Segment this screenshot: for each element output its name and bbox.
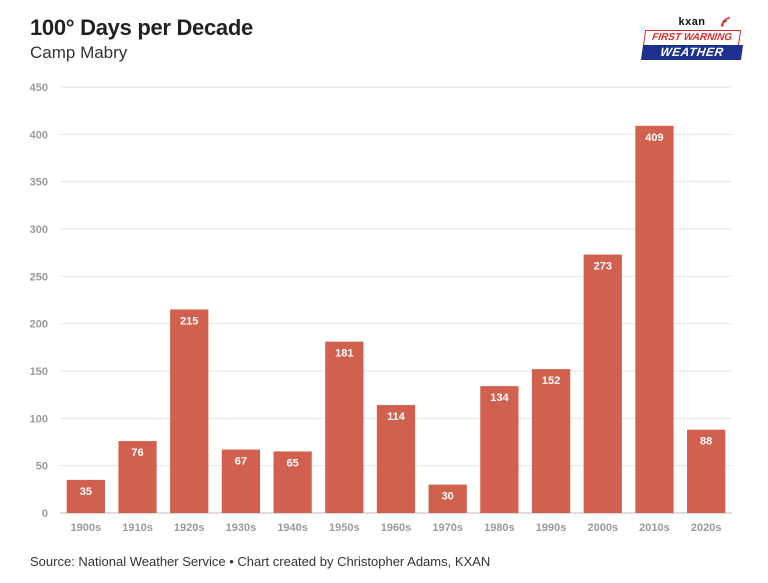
data-label-1900s: 35 <box>80 486 92 498</box>
bar-2010s <box>635 125 674 514</box>
bar-2000s <box>583 254 622 513</box>
x-tick-label-1980s: 1980s <box>484 522 515 534</box>
x-tick-label-1970s: 1970s <box>432 522 463 534</box>
bar-1990s <box>531 369 571 513</box>
data-label-2010s: 409 <box>645 132 663 144</box>
bar-2020s <box>687 429 726 513</box>
chart-subtitle: Camp Mabry <box>30 43 128 62</box>
data-label-2020s: 88 <box>700 436 712 448</box>
x-axis-ticks: 1900s 1910s 1920s 1930s 1940s 1950s 1960s 1970s… <box>71 522 722 534</box>
x-tick-label-1940s: 1940s <box>277 522 308 534</box>
data-label-2000s: 273 <box>594 261 612 273</box>
chart-title: 100° Days per Decade <box>30 15 253 40</box>
data-label-1970s: 30 <box>442 491 454 503</box>
x-tick-label-1920s: 1920s <box>174 522 205 534</box>
source-note: Source: National Weather Service • Chart… <box>30 554 491 569</box>
bar-chart: 0 50 100 150 200 250 300 350 400 450 35 76 215 67 65 1… <box>30 82 732 534</box>
broadcast-wave-icon <box>721 17 731 27</box>
data-label-1930s: 67 <box>235 456 247 468</box>
y-tick-label: 0 <box>42 508 48 520</box>
bars <box>66 125 726 514</box>
data-label-1940s: 65 <box>286 457 298 469</box>
data-labels: 35 76 215 67 65 181 114 30 134 152 273 409 88 <box>80 132 713 503</box>
y-tick-label: 200 <box>30 319 48 331</box>
y-tick-label: 450 <box>30 82 48 94</box>
x-tick-label-1910s: 1910s <box>122 522 153 534</box>
x-tick-label-1990s: 1990s <box>536 522 567 534</box>
x-tick-label-2010s: 2010s <box>639 522 670 534</box>
y-tick-label: 50 <box>36 461 48 473</box>
bar-1970s <box>428 484 467 513</box>
bar-1920s <box>170 309 209 513</box>
x-tick-label-2020s: 2020s <box>691 522 722 534</box>
x-tick-label-1930s: 1930s <box>226 522 257 534</box>
bar-1960s <box>376 405 416 513</box>
bar-1930s <box>221 449 261 513</box>
bar-1940s <box>273 451 312 513</box>
kxan-first-warning-weather-logo: kxan FIRST WARNING WEATHER <box>640 16 744 62</box>
data-label-1980s: 134 <box>490 392 509 404</box>
y-tick-label: 100 <box>30 413 48 425</box>
data-label-1960s: 114 <box>387 411 406 423</box>
data-label-1920s: 215 <box>180 315 198 327</box>
y-tick-label: 350 <box>30 177 48 189</box>
x-tick-label-1950s: 1950s <box>329 522 360 534</box>
y-tick-label: 400 <box>30 129 48 141</box>
data-label-1990s: 152 <box>542 375 560 387</box>
bar-1950s <box>325 341 364 513</box>
y-tick-label: 150 <box>30 366 48 378</box>
x-tick-label-1900s: 1900s <box>71 522 102 534</box>
y-tick-label: 250 <box>30 271 48 283</box>
y-tick-label: 300 <box>30 224 48 236</box>
y-axis-ticks: 0 50 100 150 200 250 300 350 400 450 <box>30 82 48 520</box>
bar-1900s <box>66 479 105 513</box>
logo-brand: kxan <box>678 16 706 28</box>
bar-1980s <box>480 386 519 513</box>
data-label-1910s: 76 <box>131 447 143 459</box>
data-label-1950s: 181 <box>335 348 353 360</box>
bar-1910s <box>118 441 157 513</box>
x-tick-label-1960s: 1960s <box>381 522 412 534</box>
x-tick-label-2000s: 2000s <box>587 522 618 534</box>
